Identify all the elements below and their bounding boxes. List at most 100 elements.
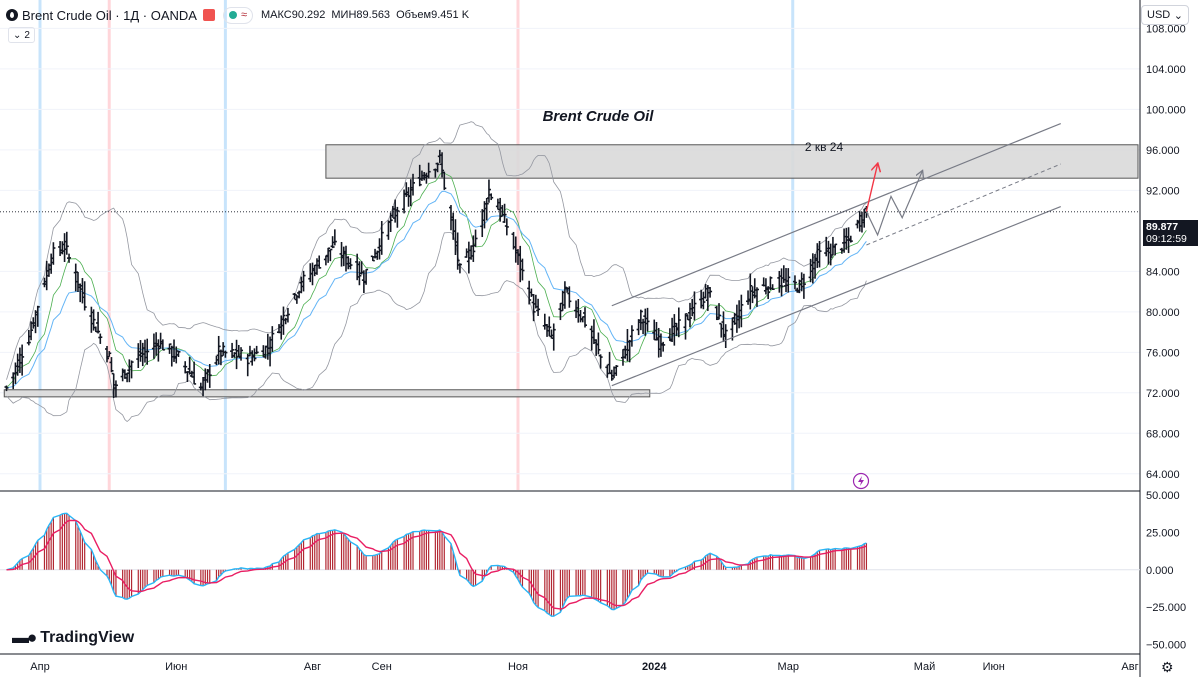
ohlc-bar [236,344,241,358]
ohlc-bar [292,292,297,300]
ohlc-bar [746,290,751,305]
ohlc-bar [529,288,534,297]
macd-axis-label: 0.000 [1146,565,1174,577]
ohlc-bar [93,326,98,333]
ohlc-bar [708,287,713,298]
ohlc-bar [91,309,96,331]
ohlc-bar [661,341,666,352]
ohlc-bar [683,313,688,340]
ohlc-bar [234,339,239,370]
ohlc-bar [817,240,822,268]
ohlc-bar [386,220,391,240]
ohlc-bar [312,264,317,277]
ohlc-bar [801,273,806,299]
ohlc-bar [158,332,163,349]
last-price-tag: 89.877 09:12:59 [1143,220,1198,246]
ohlc-bar [737,300,742,329]
logo-text: TradingView [40,629,135,646]
price-axis-label: 108.000 [1146,23,1186,35]
ohlc-bar [692,291,697,321]
ohlc-bar [156,339,161,362]
ohlc-bar [183,361,188,374]
ohlc-bar [330,236,335,249]
price-axis-label: 68.000 [1146,428,1180,440]
time-axis-label: Июн [165,661,187,673]
ohlc-bar [542,313,547,330]
ohlc-bar [567,286,572,308]
ohlc-bar [375,250,380,260]
ohlc-bar [26,329,31,346]
ohlc-bar [719,322,724,338]
zone-rect [325,144,1139,179]
ohlc-bar [761,277,766,287]
ohlc-bar [734,304,739,333]
lightning-icon[interactable] [852,472,870,490]
ohlc-bar [370,255,375,262]
ohlc-bar [218,349,223,366]
ohlc-bar [469,245,474,260]
ohlc-bar [51,242,56,265]
ohlc-bar [562,281,567,309]
ohlc-bar [826,240,831,265]
ohlc-bar [310,262,315,286]
ohlc-bar [411,173,416,196]
ohlc-bar [701,291,706,310]
ohlc-bar [754,287,759,307]
ohlc-bar [859,211,864,233]
ohlc-bar [230,342,235,359]
ohlc-bar [49,253,54,274]
market-status-pill[interactable]: ≈ [222,6,254,24]
ohlc-bar [426,162,431,179]
ohlc-bar [484,198,489,221]
ohlc-bar [140,342,145,367]
ohlc-bar [58,241,63,257]
ohlc-bar [848,235,853,243]
market-open-dot [228,11,237,19]
gear-icon[interactable]: ⚙ [1161,659,1174,675]
ohlc-bar [129,360,134,379]
ohlc-bar [176,350,181,358]
ohlc-bar [598,354,603,369]
chart-annotation: 2 кв 24 [805,140,844,154]
ohlc-bar [294,294,299,304]
ohlc-bar [62,233,67,263]
ohlc-bar [547,316,552,337]
time-axis-label: Авг [1121,661,1138,673]
ohlc-bar [127,359,132,383]
tradingview-logo[interactable]: ▬● TradingView [12,628,134,648]
ohlc-bar [388,212,393,232]
ohlc-bar [82,281,87,311]
ohlc-bar [457,263,462,274]
ohlc-bar [629,325,634,347]
price-axis-label: 64.000 [1146,469,1180,481]
ohlc-bar [167,343,172,354]
ohlc-bar [473,229,478,247]
ohlc-bar [245,353,250,377]
ohlc-bar [364,268,369,285]
ohlc-bar [207,363,212,388]
ohlc-bar [136,343,141,368]
ohlc-bar [842,228,847,253]
symbol-title[interactable]: Brent Crude Oil · 1Д · OANDA [22,7,197,23]
ohlc-bar [779,268,784,297]
ohlc-bar [33,310,38,334]
channel-upper-line [611,122,1061,307]
ohlc-bar [844,227,849,250]
flag-icon[interactable] [202,9,215,21]
ohlc-bar [417,164,422,187]
currency-select[interactable]: USD ⌄ [1141,5,1189,25]
indicators-collapse-button[interactable]: ⌄ 2 [8,27,35,43]
ohlc-bar [589,325,594,351]
ohlc-bar [768,276,773,291]
ohlc-bar [348,258,353,270]
ohlc-bar [285,307,290,323]
tv-logo-icon: ▬● [12,628,37,647]
price-axis-label: 80.000 [1146,307,1180,319]
ohlc-bar [687,302,692,328]
ma-line [6,172,867,389]
ohlc-bar [614,365,619,376]
ohlc-bar [346,256,351,270]
ohlc-bar [533,294,538,309]
ohlc-bar [247,345,252,357]
